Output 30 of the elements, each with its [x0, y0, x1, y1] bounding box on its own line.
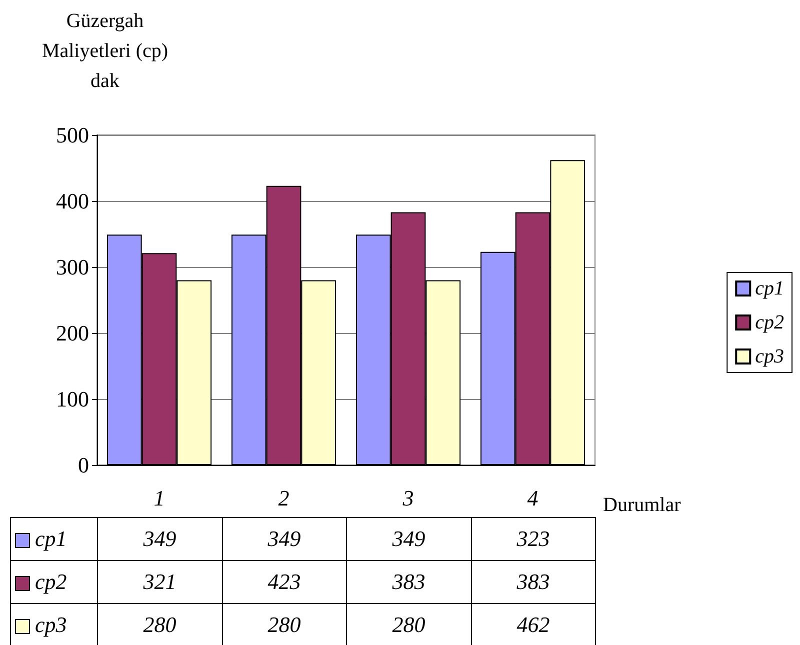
- data-label: 462: [471, 604, 596, 645]
- x-tick-label: 1: [154, 486, 165, 510]
- y-axis-title: Güzergah Maliyetleri (cp) dak: [40, 9, 170, 94]
- y-tick-label: 0: [78, 452, 89, 478]
- legend-label: cp2: [10, 560, 98, 604]
- y-tick-label: 500: [56, 122, 89, 148]
- text: cp1: [755, 278, 784, 300]
- data-label: 323: [471, 518, 596, 560]
- legend-label: cp3: [755, 346, 784, 368]
- data-label: 383: [471, 560, 596, 604]
- data-label: 280: [98, 604, 222, 645]
- x-tick-label: 2: [278, 486, 290, 510]
- data-label: 349: [98, 518, 222, 560]
- legend-label: cp1: [10, 518, 98, 560]
- y-tick-label: 400: [56, 188, 89, 214]
- data-label: 321: [98, 560, 222, 604]
- data-label: 280: [346, 604, 471, 645]
- x-tick-label: 3: [402, 486, 414, 510]
- data-label: 280: [222, 604, 346, 645]
- data-label: 349: [222, 518, 346, 560]
- text: cp2: [755, 312, 784, 334]
- y-tick-label: 100: [56, 386, 89, 412]
- data-label: 349: [346, 518, 471, 560]
- y-tick-label: 200: [56, 320, 89, 346]
- x-tick-label: 4: [527, 486, 538, 510]
- text: cp3: [35, 612, 67, 637]
- x-axis-title: Durumlar: [603, 494, 682, 516]
- data-label: 383: [346, 560, 471, 604]
- y-tick-label: 300: [56, 254, 89, 280]
- data-label: 423: [222, 560, 346, 604]
